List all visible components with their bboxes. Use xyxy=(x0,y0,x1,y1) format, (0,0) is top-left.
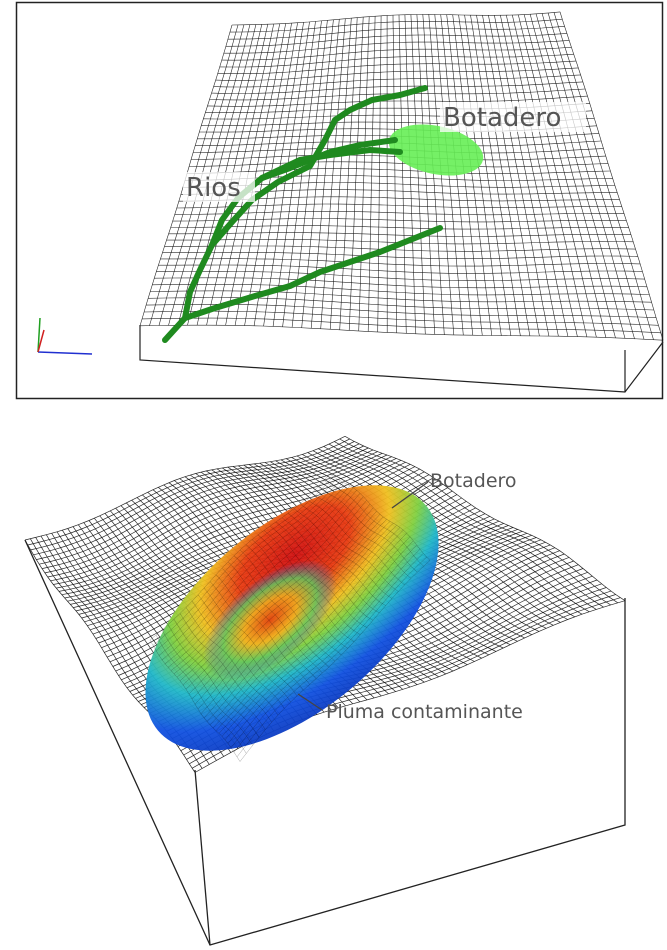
figure: Botadero Rios Botadero Pluma contaminant… xyxy=(0,0,667,950)
label-botadero: Botadero xyxy=(443,103,561,133)
page: Botadero Rios Botadero Pluma contaminant… xyxy=(0,0,667,950)
label-botadero: Botadero xyxy=(430,470,517,492)
label-rios: Rios xyxy=(186,173,241,203)
label-pluma: Pluma contaminante xyxy=(326,701,523,723)
